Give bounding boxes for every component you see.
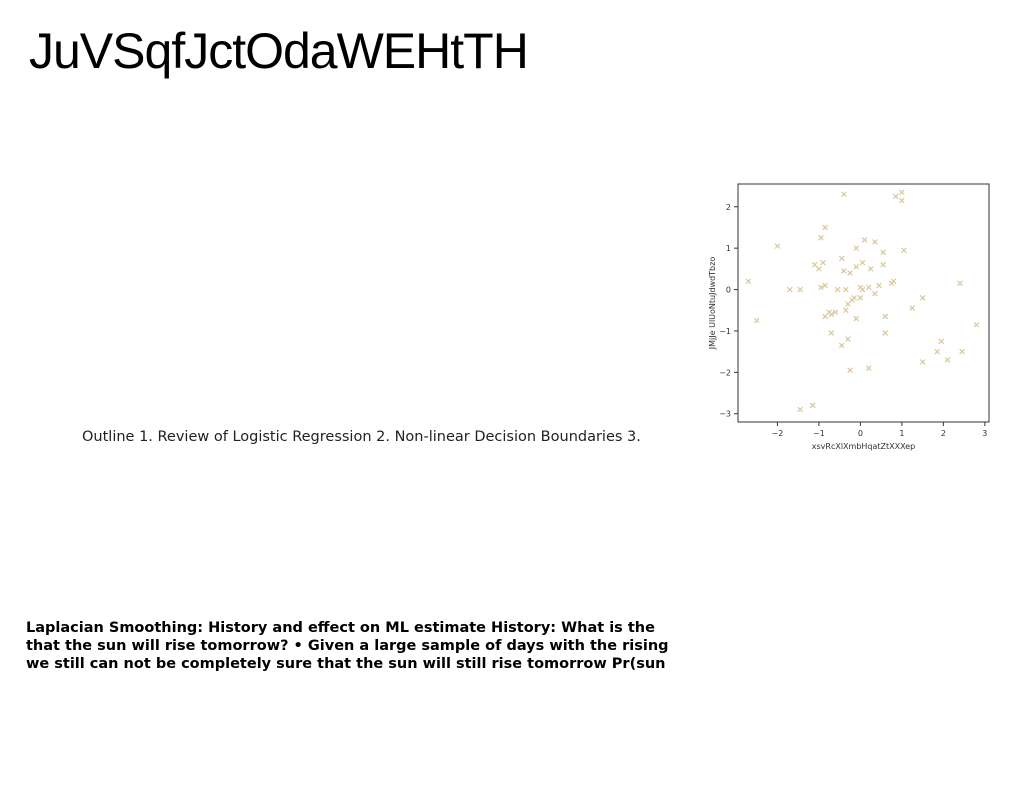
data-point <box>843 307 849 314</box>
data-point <box>909 305 916 311</box>
data-point <box>959 348 965 355</box>
scatter-chart: −2 −1 0 1 2 3 2 1 0 −1 −2 −3 xsvRcXlXmbHqatZtXXXep JM… <box>708 183 990 451</box>
data-point <box>938 338 945 345</box>
data-point <box>944 357 951 363</box>
data-point <box>861 237 868 243</box>
x-tick-label: 2 <box>941 429 946 438</box>
data-point <box>811 261 818 268</box>
y-axis-label: JMjJe UlUoNtuJdwdTbzo <box>708 257 717 351</box>
x-axis-label: xsvRcXlXmbHqatZtXXXep <box>812 442 915 451</box>
data-point <box>840 268 847 274</box>
data-point <box>851 295 857 301</box>
laplace-line-1: Laplacian Smoothing: History and effect … <box>26 620 655 636</box>
data-point <box>838 255 845 262</box>
data-point <box>797 286 804 293</box>
laplace-line-3: we still can not be completely sure that… <box>26 656 666 672</box>
data-point <box>899 197 905 204</box>
data-point <box>845 301 851 307</box>
data-point <box>865 284 872 291</box>
data-point <box>919 295 926 301</box>
y-tick-label: 1 <box>726 244 731 253</box>
data-point <box>957 280 963 287</box>
data-point <box>816 266 822 272</box>
data-point <box>843 286 849 293</box>
y-tick-label: −3 <box>719 410 731 419</box>
outline-text: Outline 1. Review of Logistic Regression… <box>82 429 641 445</box>
data-point <box>822 224 828 231</box>
x-tick-label: −1 <box>813 429 825 438</box>
data-point <box>832 309 839 316</box>
data-point <box>853 315 860 322</box>
data-point <box>787 286 793 293</box>
data-point <box>809 402 816 409</box>
data-point <box>872 239 878 245</box>
laplacian-smoothing-text: Laplacian Smoothing: History and effect … <box>26 619 669 673</box>
y-tick-label: 0 <box>726 286 731 295</box>
data-point <box>774 243 781 249</box>
x-tick-label: 3 <box>982 429 987 438</box>
data-point <box>745 278 752 285</box>
data-point <box>847 270 853 276</box>
data-point <box>919 359 926 365</box>
x-tick-label: 0 <box>858 429 863 438</box>
data-point <box>853 245 860 251</box>
data-point <box>820 259 826 266</box>
data-point <box>797 406 804 413</box>
data-point <box>818 234 824 241</box>
data-point <box>822 282 828 289</box>
data-point <box>834 286 841 293</box>
data-point <box>822 313 828 320</box>
data-point <box>973 321 980 328</box>
data-point <box>882 313 889 320</box>
data-point <box>859 286 866 293</box>
data-point <box>818 284 824 291</box>
data-point <box>892 193 899 200</box>
y-tick-label: 2 <box>726 203 731 212</box>
data-point <box>880 249 887 256</box>
data-point <box>867 266 874 272</box>
data-point <box>865 365 872 372</box>
data-point <box>840 191 847 198</box>
slide-title: JuVSqfJctOdaWEHtTH <box>29 23 529 79</box>
x-tick-label: 1 <box>899 429 904 438</box>
data-point <box>828 330 835 336</box>
data-point <box>882 330 889 336</box>
data-point <box>859 259 866 266</box>
data-point <box>857 295 864 301</box>
y-tick-label: −1 <box>719 327 731 336</box>
data-point <box>880 261 887 268</box>
data-point <box>934 348 940 355</box>
data-point <box>847 367 853 374</box>
data-point <box>838 342 845 349</box>
data-point <box>853 263 860 270</box>
laplace-line-2: that the sun will rise tomorrow? • Given… <box>26 638 669 654</box>
data-point <box>876 282 882 289</box>
data-point <box>753 317 760 324</box>
x-tick-label: −2 <box>772 429 784 438</box>
plot-frame <box>737 183 990 423</box>
data-point <box>828 311 835 318</box>
data-point <box>901 247 907 254</box>
data-point <box>872 290 878 297</box>
data-point <box>890 278 897 285</box>
y-tick-label: −2 <box>719 368 731 377</box>
data-point <box>899 189 905 196</box>
data-point <box>845 336 851 343</box>
